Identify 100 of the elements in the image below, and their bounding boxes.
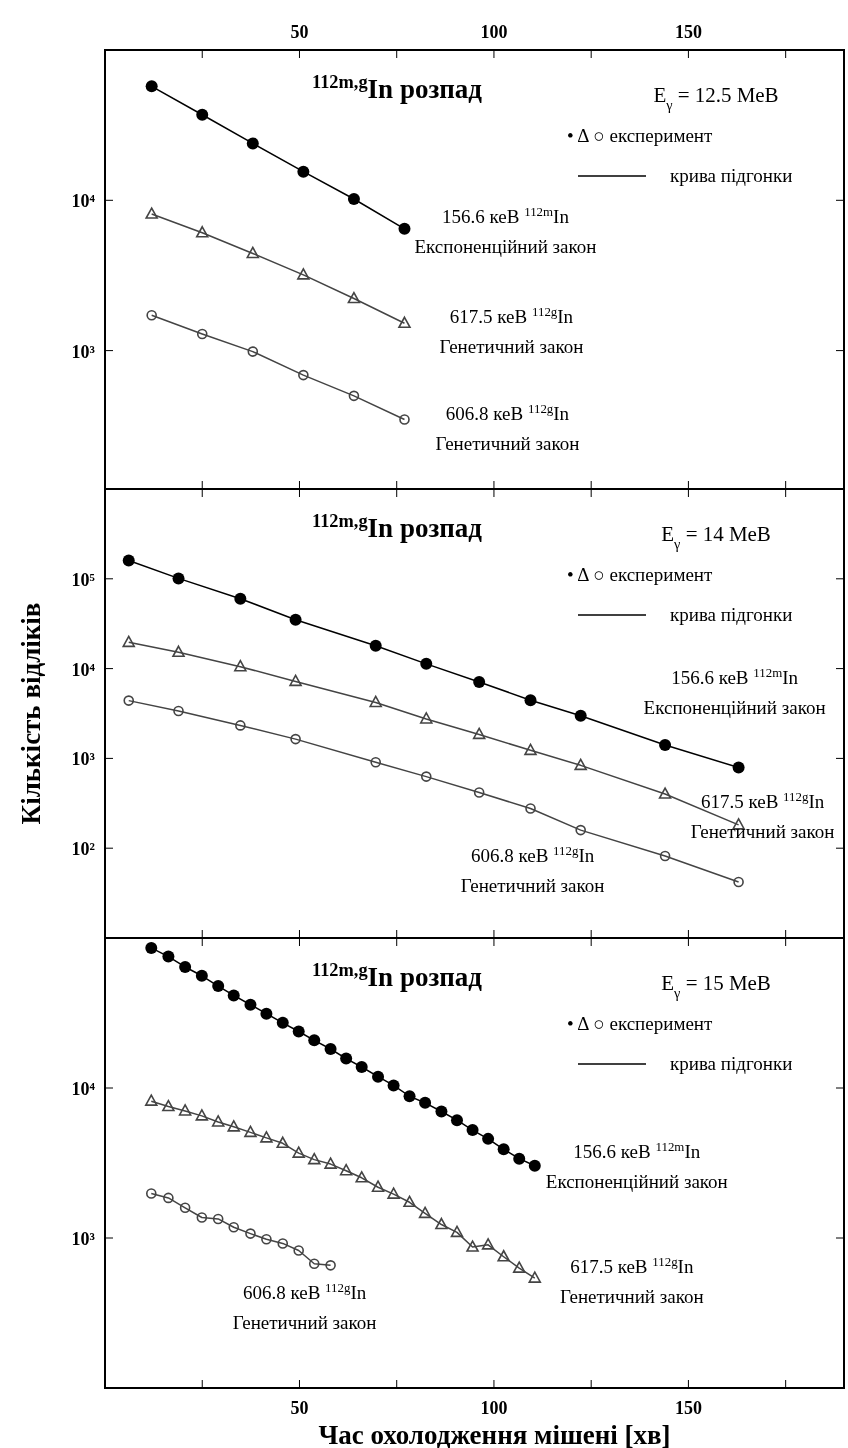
point — [399, 414, 410, 425]
series-label: 606.8 кеВ $^{112g}$In Генетичний закон — [460, 842, 605, 897]
point — [179, 960, 192, 973]
x-tick-label: 150 — [674, 22, 702, 42]
point — [298, 369, 309, 381]
point — [481, 1238, 495, 1250]
point — [387, 1079, 400, 1092]
y-tick-label: 10² — [71, 839, 95, 860]
point — [227, 989, 240, 1002]
point — [513, 1152, 526, 1165]
point — [403, 1195, 416, 1208]
series-label: 617.5 кеВ $^{112g}$In Генетичний закон — [559, 1253, 704, 1308]
point — [179, 1202, 191, 1214]
point — [575, 824, 586, 836]
annotation: • Δ ○ експеримент — [567, 1013, 714, 1034]
point — [355, 1061, 368, 1074]
y-tick-label: 10⁴ — [71, 191, 96, 212]
point — [372, 1070, 385, 1083]
point — [145, 207, 158, 219]
point — [355, 1170, 369, 1183]
point — [466, 1240, 479, 1252]
point — [658, 787, 672, 799]
point — [473, 787, 485, 798]
annotation: крива підгонки — [670, 165, 793, 186]
point — [418, 1206, 432, 1219]
point — [659, 850, 671, 862]
point — [260, 1131, 273, 1143]
point — [451, 1114, 463, 1127]
point — [473, 675, 486, 688]
y-tick-label: 10³ — [71, 749, 96, 770]
point — [403, 1090, 416, 1103]
series-label: 156.6 кеВ $^{112m}$In Експоненційний закон — [414, 203, 597, 257]
point — [369, 695, 383, 708]
point — [293, 1245, 304, 1256]
point — [497, 1249, 510, 1262]
point — [290, 733, 301, 745]
y-axis-title: Кількість відліків — [16, 602, 46, 825]
point — [196, 1212, 208, 1223]
point — [419, 712, 433, 724]
point — [348, 390, 360, 402]
y-tick-label: 10³ — [71, 1229, 96, 1249]
point — [340, 1052, 353, 1065]
text: E$_{γ}$ = 14 МеВ — [661, 522, 771, 552]
point — [292, 1146, 305, 1158]
y-tick-label: 10⁴ — [71, 1079, 96, 1099]
point — [277, 1238, 289, 1249]
x-axis-title: Час охолодження мішені [хв] — [318, 1420, 671, 1448]
point — [482, 1132, 495, 1145]
point — [525, 803, 536, 814]
point — [387, 1187, 400, 1199]
annotation: • Δ ○ експеримент — [567, 125, 714, 146]
point — [466, 1124, 479, 1137]
point — [574, 709, 587, 722]
text: 606.8 кеВ $^{112g}$In Генетичний закон — [232, 1279, 377, 1334]
text: $^{112m,g}$In розпад — [312, 511, 483, 543]
point — [162, 950, 175, 963]
point — [172, 572, 185, 585]
point — [123, 695, 135, 706]
point — [339, 1163, 353, 1176]
point — [297, 165, 310, 178]
annotation: крива підгонки — [670, 604, 793, 625]
series-label: 606.8 кеВ $^{112g}$In Генетичний закон — [435, 400, 580, 454]
point — [398, 222, 411, 235]
point — [733, 876, 744, 888]
point — [261, 1234, 272, 1245]
text: E$_{γ}$ = 12.5 МеВ — [653, 83, 779, 113]
point — [324, 1157, 337, 1169]
legend-label: 156.6 кеВ $^{112m}$In Експоненційний закон — [643, 664, 826, 718]
point — [228, 1221, 240, 1233]
point — [245, 1228, 256, 1239]
point — [244, 1125, 257, 1138]
x-tick-label: 150 — [674, 1398, 702, 1418]
point — [420, 657, 433, 670]
point — [347, 193, 360, 206]
point — [512, 1261, 526, 1273]
point — [145, 1188, 157, 1199]
point — [212, 1213, 224, 1225]
point — [371, 1180, 385, 1193]
point — [144, 1094, 158, 1106]
point — [195, 225, 209, 238]
point — [435, 1105, 448, 1118]
point — [524, 743, 537, 756]
text: E$_{γ}$ = 15 МеВ — [661, 971, 771, 1001]
point — [308, 1034, 321, 1047]
y-tick-label: 10³ — [71, 341, 96, 362]
point — [122, 554, 135, 567]
point — [162, 1099, 175, 1112]
point — [398, 316, 411, 329]
point — [435, 1217, 448, 1230]
point — [212, 980, 225, 993]
y-tick-label: 10⁵ — [71, 569, 96, 590]
point — [163, 1192, 174, 1204]
point — [308, 1258, 320, 1270]
point — [325, 1260, 336, 1271]
point — [244, 998, 257, 1011]
point — [292, 1025, 305, 1038]
point — [195, 969, 208, 982]
point — [145, 80, 158, 93]
point — [122, 635, 136, 648]
text: $^{112m,g}$In розпад — [312, 72, 483, 104]
